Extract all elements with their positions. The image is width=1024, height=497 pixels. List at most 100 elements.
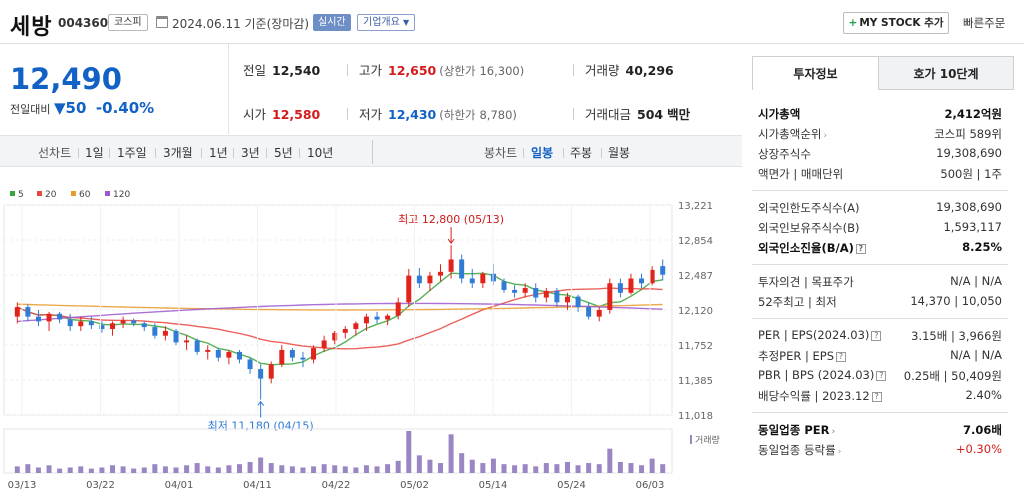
quick-order-link[interactable]: 빠른주문 bbox=[963, 16, 1006, 30]
divider bbox=[78, 148, 79, 158]
info-key: PER | EPS(2024.03)? bbox=[758, 328, 882, 342]
plus-icon: + bbox=[848, 17, 858, 29]
candle-weekly[interactable]: 주봉 bbox=[570, 146, 593, 160]
volume-bar bbox=[480, 463, 486, 473]
help-icon[interactable]: ? bbox=[871, 392, 882, 402]
period-3y[interactable]: 3년 bbox=[241, 146, 260, 160]
realtime-button[interactable]: 실시간 bbox=[313, 14, 351, 31]
info-key: 외국인보유주식수(B) bbox=[758, 220, 860, 236]
candle-body bbox=[628, 278, 634, 293]
volume-bar bbox=[490, 458, 496, 473]
y-tick-label: 12,120 bbox=[678, 306, 713, 317]
info-key[interactable]: 동일업종 PER › bbox=[758, 422, 835, 438]
low-value: 12,430 bbox=[388, 107, 437, 122]
candle-body bbox=[35, 316, 41, 322]
volume-bar bbox=[639, 465, 645, 473]
candle-body bbox=[279, 349, 285, 365]
divider bbox=[752, 318, 1008, 319]
y-tick-label: 11,385 bbox=[678, 376, 713, 387]
legend-swatch bbox=[105, 191, 110, 196]
divider bbox=[201, 148, 202, 158]
volume-bar bbox=[628, 463, 634, 473]
period-1w[interactable]: 1주일 bbox=[117, 146, 147, 160]
info-key[interactable]: 시가총액순위 › bbox=[758, 126, 827, 142]
lower-limit-label: (하한가 bbox=[439, 108, 476, 122]
volume-bar bbox=[427, 459, 433, 473]
volume-bar bbox=[57, 468, 63, 473]
candle-body bbox=[46, 313, 52, 322]
x-tick-label: 04/01 bbox=[165, 480, 194, 491]
period-1y[interactable]: 1년 bbox=[209, 146, 228, 160]
x-axis: 03/13 03/22 04/01 04/11 04/22 05/02 05/14 05/24… bbox=[8, 205, 664, 491]
y-tick-label: 11,018 bbox=[678, 411, 713, 422]
period-1d[interactable]: 1일 bbox=[85, 146, 104, 160]
candle-body bbox=[575, 296, 581, 308]
x-tick-label: 05/14 bbox=[479, 480, 508, 491]
period-10y[interactable]: 10년 bbox=[307, 146, 334, 160]
info-key-text: 추정PER | EPS bbox=[758, 349, 835, 363]
info-value: 2.40% bbox=[965, 388, 1002, 402]
info-key[interactable]: 동일업종 등락률 › bbox=[758, 442, 841, 458]
company-overview-dropdown[interactable]: 기업개요 ▼ bbox=[357, 14, 416, 31]
candle-body bbox=[459, 259, 465, 279]
volume-bar bbox=[162, 466, 168, 473]
candle-body bbox=[268, 364, 274, 379]
market-badge: 코스피 bbox=[108, 14, 148, 31]
price-chart[interactable]: 5 20 60 120 13,221 12,854 12,487 12,120 11,752 1… bbox=[0, 167, 742, 497]
volume-bar bbox=[215, 467, 221, 473]
tab-investment-info[interactable]: 투자정보 bbox=[752, 56, 879, 90]
candlestick-chart[interactable]: 5 20 60 120 13,22112,85412,48712,12011,7521… bbox=[0, 167, 742, 497]
info-key-text: 외국인한도주식수(A) bbox=[758, 201, 860, 215]
candle-body bbox=[522, 288, 528, 293]
volume-bar bbox=[353, 467, 359, 473]
help-icon[interactable]: ? bbox=[876, 371, 887, 381]
help-icon[interactable]: ? bbox=[836, 352, 847, 362]
calendar-icon bbox=[156, 16, 168, 28]
volume-label: 거래량 bbox=[695, 434, 720, 446]
candle-body bbox=[99, 325, 105, 330]
volume-bar bbox=[448, 434, 454, 473]
candle-body bbox=[480, 273, 486, 284]
candle-body bbox=[533, 288, 539, 298]
divider bbox=[573, 64, 574, 76]
info-row: 투자의견 | 목표주가 N/A | N/A bbox=[752, 274, 1002, 292]
info-row: 동일업종 등락률 › +0.30% bbox=[752, 442, 1002, 460]
candle-body bbox=[57, 313, 63, 320]
period-3m[interactable]: 3개월 bbox=[163, 146, 193, 160]
help-icon[interactable]: ? bbox=[855, 244, 866, 254]
info-key-text: 상장주식수 bbox=[758, 147, 811, 161]
legend-label: 120 bbox=[113, 190, 130, 200]
volume-bar bbox=[173, 467, 179, 473]
info-key: PBR | BPS (2024.03)? bbox=[758, 368, 887, 382]
base-date: 2024.06.11 기준(장마감) bbox=[172, 17, 310, 31]
legend-label: 5 bbox=[18, 190, 24, 200]
candle-monthly[interactable]: 월봉 bbox=[608, 146, 631, 160]
candle-chart-label: 봉차트 bbox=[484, 146, 518, 160]
add-my-stock-button[interactable]: + MY STOCK 추가 bbox=[843, 12, 949, 34]
change-value: 50 bbox=[65, 99, 87, 117]
info-key: 상장주식수 bbox=[758, 146, 811, 162]
candle-daily[interactable]: 일봉 bbox=[531, 146, 554, 160]
volume-bar bbox=[660, 464, 666, 473]
info-key-text: 액면가 | 매매단위 bbox=[758, 167, 844, 181]
volume-bar bbox=[501, 464, 507, 473]
candle-body bbox=[289, 349, 295, 358]
tab-order-book-10[interactable]: 호가 10단계 bbox=[879, 56, 1014, 90]
volume-bar bbox=[141, 467, 147, 473]
high-value: 12,650 bbox=[388, 63, 437, 78]
company-overview-label: 기업개요 bbox=[363, 17, 400, 28]
period-5y[interactable]: 5년 bbox=[274, 146, 293, 160]
candle-body bbox=[141, 323, 147, 328]
info-key: 투자의견 | 목표주가 bbox=[758, 274, 854, 290]
help-icon[interactable]: ? bbox=[871, 331, 882, 341]
volume-frame bbox=[3, 428, 673, 474]
candle-body bbox=[300, 357, 306, 360]
candle-body bbox=[607, 283, 613, 310]
volume-label: 거래량 bbox=[585, 63, 620, 78]
volume-bar bbox=[374, 466, 380, 473]
moving-average-lines bbox=[17, 272, 663, 366]
candle-body bbox=[215, 349, 221, 358]
volume-bar bbox=[543, 463, 549, 473]
open-price: 시가 12,580 bbox=[243, 104, 320, 123]
info-row: 배당수익률 | 2023.12? 2.40% bbox=[752, 388, 1002, 406]
